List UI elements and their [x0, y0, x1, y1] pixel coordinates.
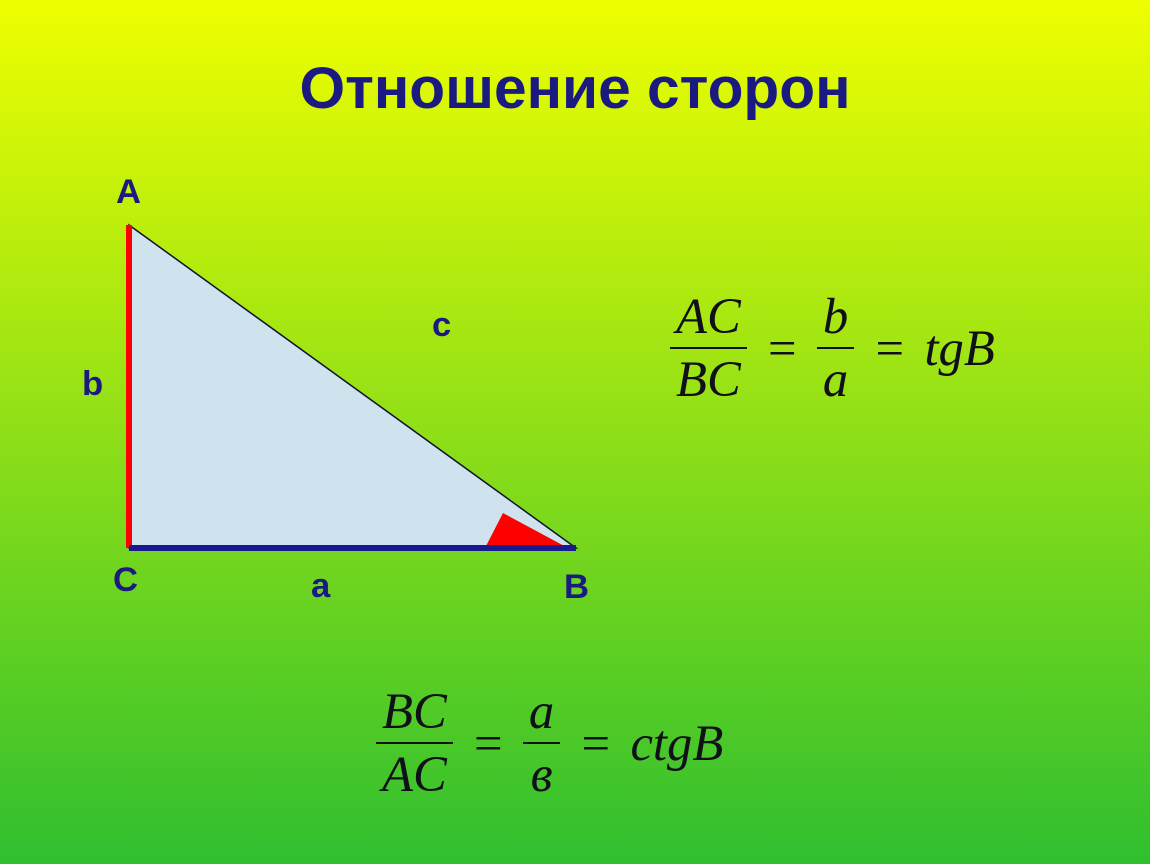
side-label-b: b	[82, 365, 103, 404]
formula-result: tgB	[924, 319, 994, 377]
formula-ctgb: BC AC = a в = ctgB	[376, 685, 723, 801]
fraction-a-v: a в	[523, 685, 560, 801]
equals-sign: =	[765, 319, 799, 377]
formula-result: ctgB	[630, 714, 723, 772]
fraction-bc-ac: BC AC	[376, 685, 453, 801]
side-label-c: c	[432, 306, 451, 345]
numerator: a	[523, 685, 560, 738]
numerator: AC	[670, 290, 747, 343]
denominator: в	[525, 748, 559, 801]
denominator: a	[817, 353, 854, 406]
side-label-a: a	[311, 567, 330, 606]
fraction-bar	[817, 347, 854, 349]
fraction-bar	[670, 347, 747, 349]
equals-sign: =	[872, 319, 906, 377]
fraction-b-a: b a	[817, 290, 854, 406]
numerator: b	[817, 290, 854, 343]
fraction-bar	[523, 742, 560, 744]
fraction-bar	[376, 742, 453, 744]
equals-sign: =	[578, 714, 612, 772]
denominator: AC	[376, 748, 453, 801]
fraction-ac-bc: AC BC	[670, 290, 747, 406]
equals-sign: =	[471, 714, 505, 772]
vertex-label-b: B	[564, 568, 589, 607]
vertex-label-c: C	[113, 561, 138, 600]
slide-title: Отношение сторон	[0, 55, 1150, 122]
denominator: BC	[670, 353, 747, 406]
formula-tgb: AC BC = b a = tgB	[670, 290, 995, 406]
vertex-label-a: A	[116, 173, 141, 212]
numerator: BC	[376, 685, 453, 738]
